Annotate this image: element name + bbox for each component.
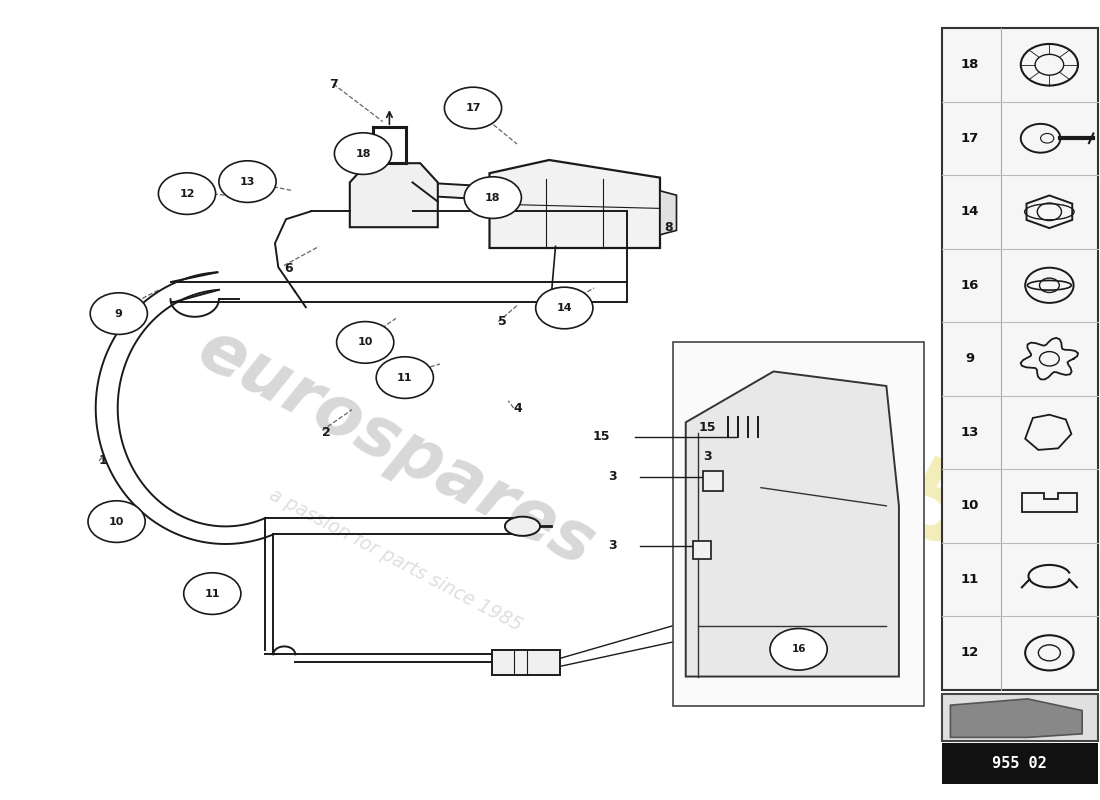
Text: 8: 8: [664, 221, 673, 234]
Text: 17: 17: [960, 132, 979, 145]
Text: 7: 7: [329, 78, 338, 90]
Text: 10: 10: [960, 499, 979, 512]
Polygon shape: [950, 699, 1082, 738]
Text: 6: 6: [284, 262, 293, 275]
Circle shape: [376, 357, 433, 398]
Bar: [942, 28, 1098, 690]
Text: 17: 17: [465, 103, 481, 113]
Text: 9: 9: [114, 309, 123, 318]
Text: 955 02: 955 02: [992, 756, 1047, 771]
Text: 16: 16: [960, 278, 979, 292]
Bar: [673, 342, 924, 706]
Bar: [942, 694, 1098, 741]
Text: 14: 14: [557, 303, 572, 313]
Polygon shape: [660, 191, 676, 235]
Text: 18: 18: [485, 193, 501, 202]
Circle shape: [464, 177, 521, 218]
Text: 15: 15: [698, 421, 716, 434]
Text: 11: 11: [960, 573, 979, 586]
Text: 15: 15: [593, 430, 611, 443]
Text: 3: 3: [608, 470, 617, 483]
Polygon shape: [490, 160, 660, 248]
Circle shape: [158, 173, 216, 214]
Text: 12: 12: [960, 646, 979, 659]
Polygon shape: [412, 182, 490, 200]
Circle shape: [334, 133, 392, 174]
Text: 13: 13: [960, 426, 979, 439]
Text: 16: 16: [790, 659, 807, 672]
Circle shape: [88, 501, 145, 542]
Text: 9: 9: [965, 352, 975, 366]
FancyBboxPatch shape: [693, 541, 711, 558]
Circle shape: [184, 573, 241, 614]
Text: 12: 12: [179, 189, 195, 198]
Circle shape: [536, 287, 593, 329]
Circle shape: [770, 629, 827, 670]
Text: 4: 4: [514, 402, 522, 414]
Ellipse shape: [505, 517, 540, 536]
Circle shape: [219, 161, 276, 202]
FancyBboxPatch shape: [492, 650, 560, 675]
Text: 10: 10: [358, 338, 373, 347]
Text: 1985: 1985: [682, 350, 990, 578]
Text: a passion for parts since 1985: a passion for parts since 1985: [266, 485, 526, 635]
Text: 2: 2: [322, 426, 331, 438]
Circle shape: [90, 293, 147, 334]
Text: 11: 11: [397, 373, 412, 382]
Text: 3: 3: [703, 450, 712, 462]
Text: 3: 3: [608, 539, 617, 552]
Text: 13: 13: [240, 177, 255, 186]
Polygon shape: [685, 371, 899, 677]
Text: 18: 18: [355, 149, 371, 158]
Text: 14: 14: [960, 206, 979, 218]
Circle shape: [337, 322, 394, 363]
Text: 5: 5: [498, 315, 507, 328]
Text: 16: 16: [791, 644, 806, 654]
Text: 11: 11: [205, 589, 220, 598]
Text: 18: 18: [960, 58, 979, 71]
FancyBboxPatch shape: [703, 471, 723, 491]
Polygon shape: [350, 163, 438, 227]
Text: 10: 10: [109, 517, 124, 526]
Text: eurospares: eurospares: [186, 315, 606, 581]
Bar: [942, 742, 1098, 784]
Text: 1: 1: [99, 454, 108, 467]
Circle shape: [444, 87, 502, 129]
